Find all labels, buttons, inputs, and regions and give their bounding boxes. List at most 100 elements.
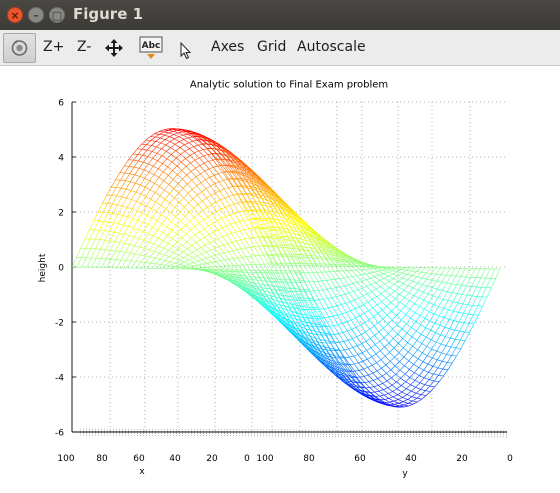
mesh-line <box>409 293 414 296</box>
zoom-in-button[interactable]: Z+ <box>43 30 64 65</box>
mesh-line <box>333 307 338 315</box>
mesh-line <box>156 265 160 269</box>
mesh-line <box>448 293 452 301</box>
mesh-line <box>416 331 421 334</box>
pan-button[interactable] <box>104 38 124 58</box>
mesh-line <box>130 245 135 246</box>
grid-button[interactable]: Grid <box>257 30 286 65</box>
mesh-line <box>101 240 105 249</box>
mesh-line <box>450 338 455 339</box>
mesh-line <box>115 242 120 243</box>
mesh-line <box>364 369 369 375</box>
mesh-line <box>202 252 206 254</box>
mesh-line <box>403 284 408 286</box>
mesh-line <box>384 338 389 343</box>
mesh-line <box>201 183 206 189</box>
mesh-line <box>491 269 495 278</box>
mesh-line <box>216 261 220 262</box>
mesh-line <box>406 315 411 319</box>
mesh-line <box>458 304 462 313</box>
mesh-line <box>439 307 444 309</box>
mesh-line <box>436 274 441 275</box>
minimize-icon[interactable]: – <box>28 7 44 23</box>
mesh-line <box>219 247 224 253</box>
mesh-line <box>119 233 124 234</box>
mesh-line <box>422 344 427 347</box>
mesh-line <box>382 368 387 373</box>
mesh-line <box>411 391 416 393</box>
mesh-line <box>471 269 475 278</box>
mesh-line <box>395 299 400 303</box>
maximize-icon[interactable]: □ <box>49 7 65 23</box>
mesh-line <box>395 294 399 298</box>
mesh-line <box>264 264 269 273</box>
mesh-line <box>101 250 105 259</box>
mesh-line <box>413 402 417 404</box>
rotate-button[interactable] <box>3 33 36 63</box>
mesh-line <box>445 337 450 339</box>
mesh-line <box>184 138 188 140</box>
mesh-line <box>331 288 335 289</box>
mesh-line <box>374 387 379 392</box>
text-annotate-button[interactable]: Abc <box>139 36 163 60</box>
mesh-line <box>179 255 184 257</box>
mesh-line <box>195 232 199 235</box>
mesh-line <box>161 215 166 218</box>
mesh-line <box>192 252 197 256</box>
plot-canvas[interactable]: Analytic solution to Final Exam problem … <box>0 66 560 489</box>
mesh-line <box>446 268 450 275</box>
mesh-line <box>418 290 423 292</box>
mesh-line <box>148 218 152 225</box>
mesh-line <box>380 351 385 357</box>
mesh-line <box>186 167 191 172</box>
select-button[interactable] <box>179 39 193 57</box>
mesh-line <box>478 306 482 315</box>
mesh-line <box>456 340 460 348</box>
mesh-line <box>135 168 139 175</box>
mesh-line <box>160 190 164 196</box>
mesh-line <box>218 174 223 181</box>
mesh-line <box>285 254 290 263</box>
mesh-line <box>442 354 446 361</box>
mesh-line <box>224 188 228 189</box>
mesh-line <box>457 277 461 285</box>
mesh-line <box>381 360 386 365</box>
mesh-line <box>399 287 404 290</box>
mesh-line <box>457 349 461 357</box>
mesh-line <box>217 211 222 218</box>
mesh-line <box>195 226 200 231</box>
mesh-line <box>202 192 207 198</box>
mesh-line <box>111 251 115 259</box>
axes-button[interactable]: Axes <box>211 30 244 65</box>
mesh-line <box>364 313 369 320</box>
mesh-line <box>189 258 193 260</box>
mesh-line <box>206 252 211 257</box>
mesh-line <box>416 272 421 273</box>
mesh-line <box>374 326 379 332</box>
mesh-line <box>139 168 144 170</box>
mesh-line <box>231 233 236 241</box>
mesh-line <box>432 342 436 349</box>
mesh-line <box>166 218 171 222</box>
mesh-line <box>225 259 229 260</box>
mesh-line <box>356 270 361 275</box>
mesh-line <box>186 225 191 230</box>
mesh-line <box>426 268 430 273</box>
mesh-line <box>243 211 248 219</box>
mesh-line <box>405 370 409 375</box>
mesh-line <box>209 169 214 175</box>
mesh-line <box>431 323 435 330</box>
mesh-line <box>393 274 398 276</box>
surface-plot[interactable]: Analytic solution to Final Exam problem … <box>0 66 560 489</box>
mesh-line <box>126 261 131 262</box>
mesh-line <box>195 158 199 160</box>
mesh-line <box>151 199 156 202</box>
autoscale-button[interactable]: Autoscale <box>297 30 366 65</box>
mesh-line <box>460 340 465 341</box>
mesh-line <box>393 339 398 344</box>
mesh-line <box>160 255 164 259</box>
mesh-line <box>157 149 161 154</box>
mesh-line <box>156 138 160 141</box>
zoom-out-button[interactable]: Z- <box>77 30 91 65</box>
close-icon[interactable]: × <box>7 7 23 23</box>
